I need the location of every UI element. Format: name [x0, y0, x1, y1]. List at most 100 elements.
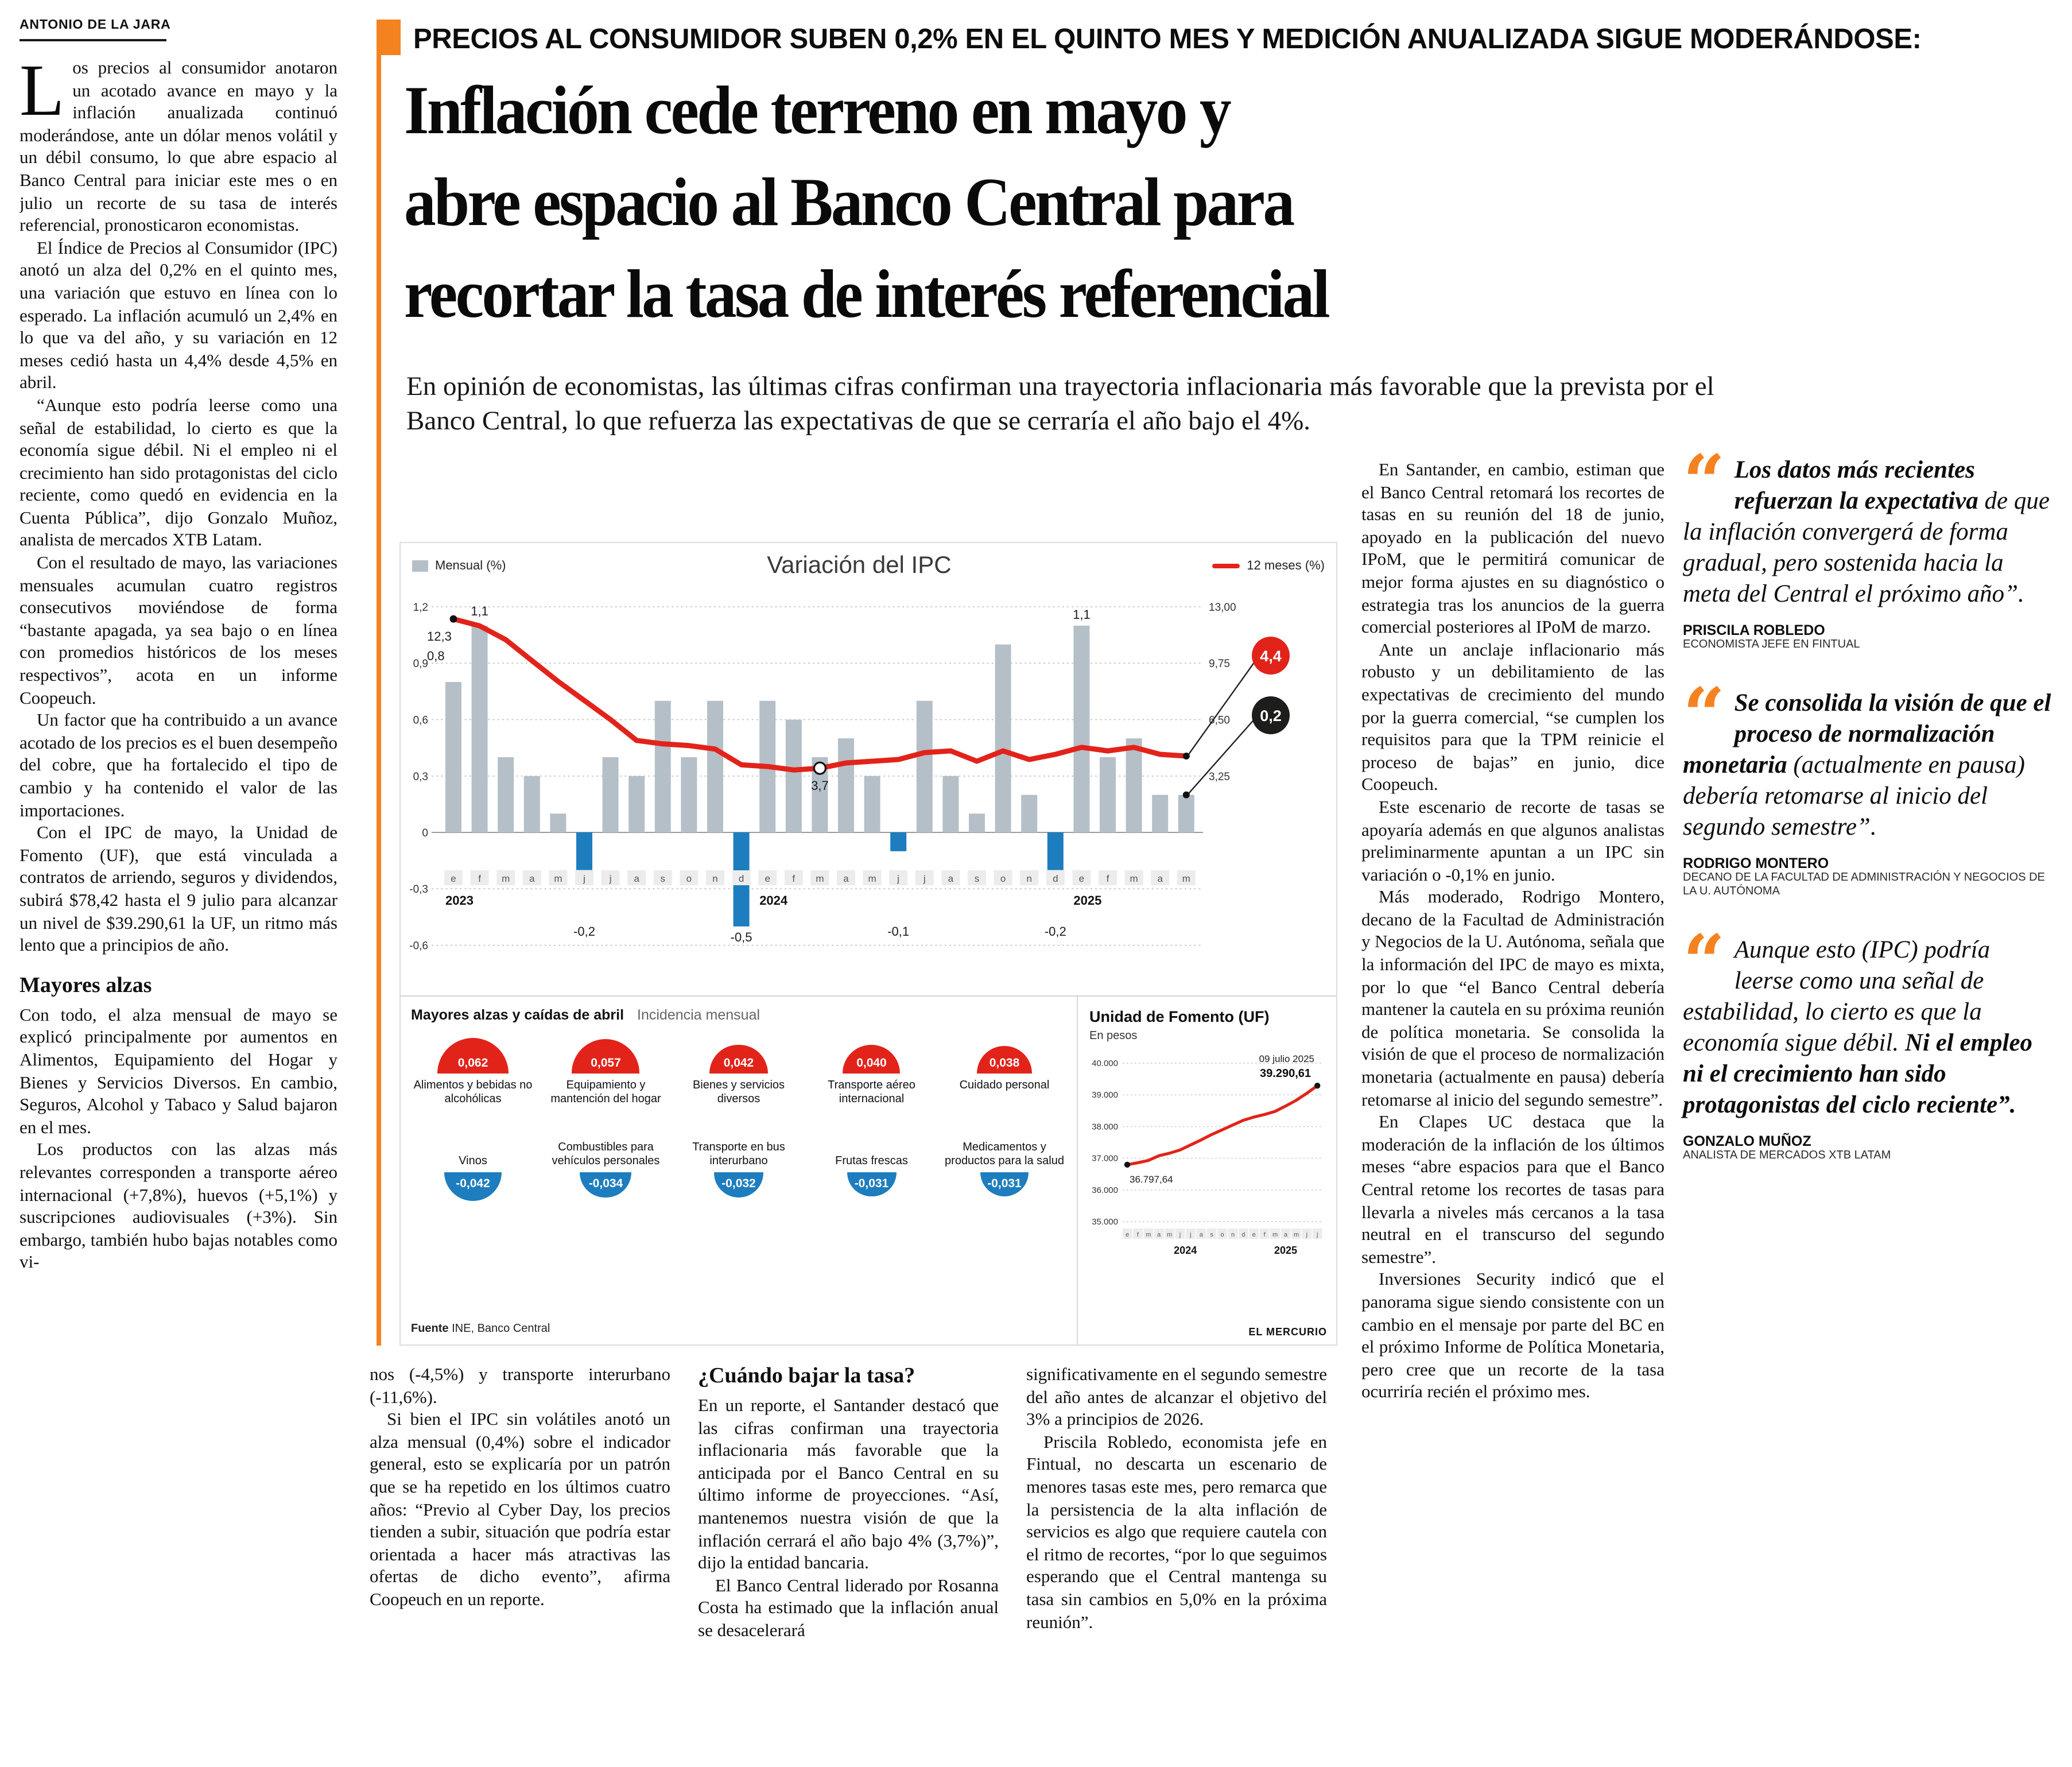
quote-attribution-title: ECONOMISTA JEFE EN FINTUAL: [1683, 638, 1860, 651]
quote-text-bold: Los datos más recientes refuerzan la exp…: [1734, 456, 1985, 514]
caida-label-slot: Transporte en bus interurbano: [674, 1124, 803, 1168]
article-column-4: significativamente en el segundo semestr…: [1026, 1364, 1327, 1761]
ipc-month-label: f: [792, 873, 795, 884]
article-paragraph: El Banco Central liderado por Rosanna Co…: [698, 1576, 999, 1641]
article-paragraph: El Índice de Precios al Consumidor (IPC)…: [20, 238, 337, 393]
article-paragraph: Priscila Robledo, economista jefe en Fin…: [1026, 1432, 1327, 1633]
headline-line: abre espacio al Banco Central para: [404, 164, 1295, 240]
alza-semicircle: 0,040: [843, 1045, 901, 1074]
ipc-month-label: o: [1000, 873, 1006, 884]
alza-label: Cuidado personal: [959, 1079, 1050, 1092]
ipc-bar: [1021, 795, 1038, 833]
caida-semicircle: -0,031: [847, 1172, 897, 1197]
author-byline: ANTONIO DE LA JARA: [20, 18, 171, 32]
ipc-line-start-label: 12,3: [427, 629, 452, 644]
ipc-37-label: 3,7: [811, 778, 829, 793]
badge-02-text: 0,2: [1260, 707, 1282, 724]
ipc-month-tick-box: [601, 870, 620, 885]
ipc-month-label: a: [843, 873, 849, 884]
uf-month-label: j: [1316, 1231, 1318, 1238]
uf-month-tick-box: [1175, 1229, 1185, 1239]
ipc-month-tick-box: [758, 870, 777, 885]
ipc-left-tick: -0,3: [409, 884, 428, 896]
ipc-bar: [995, 644, 1011, 833]
ipc-month-tick-box: [653, 870, 672, 885]
ipc-month-label: m: [502, 873, 510, 884]
credit-el-mercurio: EL MERCURIO: [1248, 1326, 1327, 1338]
ipc-month-tick-box: [941, 870, 960, 885]
uf-month-tick-box: [1122, 1229, 1132, 1239]
ipc-bar: [681, 757, 697, 832]
uf-tick: 40.000: [1092, 1059, 1118, 1068]
article-column-2: nos (-4,5%) y transporte interurbano (-1…: [370, 1364, 670, 1761]
uf-subtitle: En pesos: [1089, 1030, 1138, 1043]
alza-label: Transporte aéreo internacional: [828, 1079, 915, 1105]
ipc-bar: [864, 776, 880, 832]
caidas-row: Vinos -0,042 Combustibles para vehículos p…: [401, 1124, 1077, 1201]
uf-end-label: 39.290,61: [1260, 1067, 1311, 1080]
caida-value: -0,034: [588, 1177, 623, 1191]
alza-item: 0,040 Transporte aéreo internacional: [808, 1034, 936, 1106]
headline-line: recortar la tasa de interés referencial: [404, 256, 1330, 332]
alza-item: 0,042 Bienes y servicios diversos: [674, 1034, 803, 1106]
alzas-title: Mayores alzas y caídas de abril: [411, 1007, 624, 1023]
caida-label: Combustibles para vehículos personales: [552, 1141, 660, 1167]
drop-cap: L: [20, 57, 65, 131]
alza-value: 0,038: [989, 1056, 1020, 1070]
ipc-bar-label: 1,1: [471, 604, 488, 618]
alza-value: 0,042: [723, 1056, 754, 1070]
article-paragraph: Más moderado, Rodrigo Montero, decano de…: [1361, 888, 1664, 1110]
ipc-bar: [523, 776, 540, 832]
caida-disc-slot: -0,031: [940, 1172, 1069, 1197]
article-paragraph: En Santander, en cambio, estiman que el …: [1361, 460, 1664, 638]
quote-text: Aunque esto (IPC) podría leerse como una…: [1683, 935, 2032, 1118]
uf-chart-box: Unidad de Fomento (UF) En pesos 40.000 39…: [1077, 997, 1336, 1344]
uf-month-label: a: [1200, 1231, 1204, 1238]
quote-mark-icon: “: [1683, 672, 1725, 758]
uf-line-chart: 40.000 39.000 38.000 37.000 36.000 35.000 09 j…: [1092, 1053, 1322, 1256]
article-paragraph: En un reporte, el Santander destacó que …: [698, 1396, 999, 1574]
quote-attribution-name: RODRIGO MONTERO: [1683, 855, 1829, 871]
quote-text-bold: Se consolida la visión de que el proceso…: [1683, 688, 2051, 778]
uf-month-tick-box: [1228, 1229, 1238, 1239]
ipc-bar: [498, 757, 514, 832]
quote-attribution-name: PRISCILA ROBLEDO: [1683, 622, 1825, 638]
ipc-bar: [445, 682, 461, 832]
quote-text: Los datos más recientes refuerzan la exp…: [1683, 456, 2050, 607]
section-accent-bar: [377, 20, 401, 55]
uf-month-label: f: [1264, 1231, 1266, 1238]
uf-month-label: d: [1241, 1231, 1245, 1238]
ipc-bar: [654, 700, 671, 832]
article-paragraph: Ante un anclaje inflacionario más robust…: [1361, 640, 1664, 795]
uf-month-tick-box: [1154, 1229, 1164, 1239]
uf-month-tick-box: [1196, 1229, 1206, 1239]
ipc-bar-negative: [576, 832, 592, 870]
ipc-month-label: a: [634, 873, 639, 884]
caida-disc-slot: -0,034: [542, 1172, 670, 1198]
ipc-year-label: 2024: [759, 893, 788, 908]
ipc-month-label: e: [765, 873, 770, 884]
uf-month-label: f: [1137, 1231, 1139, 1238]
alza-value: 0,057: [591, 1056, 621, 1070]
alza-semicircle: 0,038: [976, 1045, 1033, 1074]
legend-12m-label: 12 meses (%): [1247, 559, 1325, 573]
caida-item: Medicamentos y productos para la salud -0…: [940, 1124, 1069, 1201]
uf-month-label: m: [1294, 1231, 1299, 1238]
uf-end-dot: [1314, 1083, 1321, 1089]
uf-month-tick-box: [1143, 1229, 1154, 1239]
ipc-month-tick-box: [627, 870, 646, 885]
ipc-year-label: 2023: [445, 893, 474, 908]
ipc-month-label: j: [897, 873, 899, 884]
uf-month-label: s: [1210, 1231, 1213, 1238]
ipc-line-end-dot: [1182, 753, 1190, 760]
ipc-month-tick-box: [1046, 870, 1065, 885]
uf-month-tick-box: [1186, 1229, 1196, 1239]
ipc-bar: [707, 700, 723, 832]
uf-month-tick-box: [1302, 1229, 1312, 1239]
ipc-right-tick: 6,50: [1209, 714, 1230, 726]
quotes-column: “ Los datos más recientes refuerzan la ex…: [1683, 446, 2055, 1198]
alza-value: 0,040: [856, 1056, 887, 1070]
ipc-bar: [916, 700, 933, 832]
